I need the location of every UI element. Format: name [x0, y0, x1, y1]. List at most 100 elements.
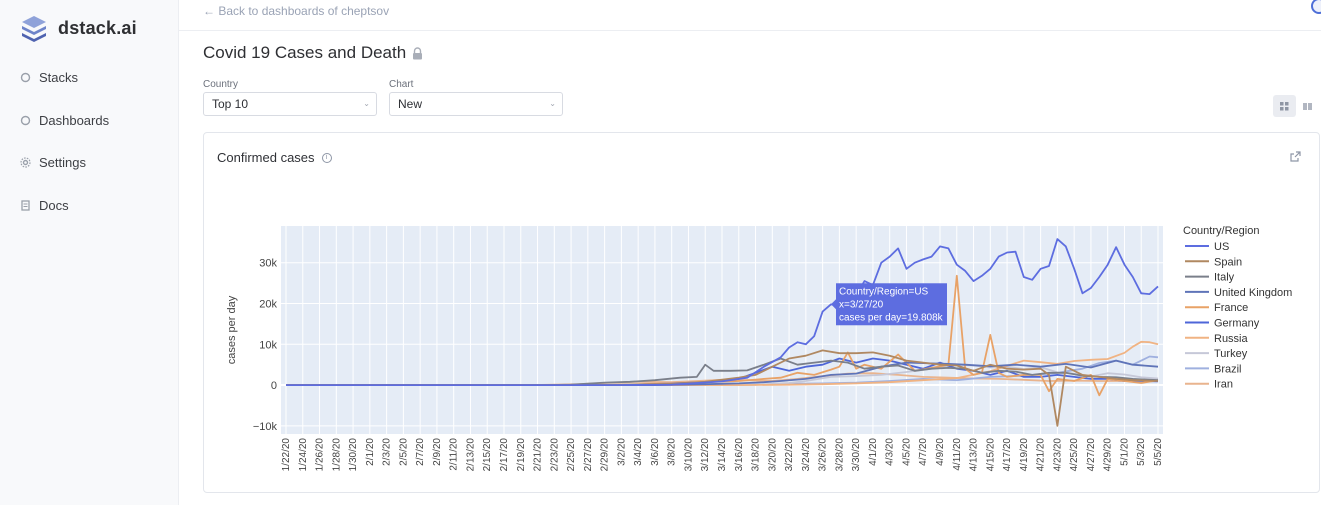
- chart-card: Confirmed cases i −10k 0 10k 20k 30k 1/22/20 1…: [203, 132, 1320, 493]
- x-tick-label: 5/5/20: [1153, 438, 1164, 466]
- logo-text: dstack.ai: [58, 17, 137, 38]
- x-tick-label: 3/4/20: [633, 438, 644, 466]
- topbar: ← Back to dashboards of cheptsov: [179, 0, 1321, 31]
- line-chart[interactable]: −10k 0 10k 20k 30k 1/22/20 1/24/20 1/26/20 1/28/…: [204, 133, 1319, 492]
- country-label: Country: [203, 79, 239, 90]
- logo-icon: [22, 16, 46, 42]
- legend-title: Country/Region: [1183, 225, 1259, 237]
- back-link[interactable]: ← Back to dashboards of cheptsov: [203, 4, 390, 18]
- x-tick-label: 4/11/20: [952, 438, 963, 471]
- tooltip-line: x=3/27/20: [839, 299, 884, 310]
- x-tick-label: 2/1/20: [365, 438, 376, 466]
- series-line-us: [286, 238, 1159, 387]
- x-tick-label: 3/2/20: [616, 438, 627, 466]
- tooltip-pointer: [831, 299, 836, 310]
- country-select[interactable]: Top 10 ⌄: [203, 92, 377, 116]
- x-tick-label: 4/1/20: [868, 438, 879, 466]
- info-icon[interactable]: i: [321, 152, 332, 163]
- x-tick-label: 2/27/20: [583, 438, 594, 472]
- x-tick-label: 4/5/20: [901, 438, 912, 466]
- card-title-text: Confirmed cases: [217, 150, 315, 165]
- x-tick-label: 2/23/20: [549, 438, 560, 472]
- y-tick-label: −10k: [253, 421, 278, 433]
- x-tick-label: 5/1/20: [1119, 438, 1130, 466]
- x-tick-label: 2/11/20: [449, 438, 460, 471]
- x-tick-label: 1/24/20: [298, 438, 309, 472]
- legend-label: Russia: [1214, 333, 1249, 345]
- x-tick-label: 5/3/20: [1136, 438, 1147, 466]
- sidebar-item-label: Stacks: [39, 70, 79, 85]
- x-tick-label: 2/13/20: [465, 438, 476, 472]
- x-tick-label: 3/14/20: [717, 438, 728, 472]
- x-tick-label: 4/17/20: [1002, 438, 1013, 472]
- x-tick-label: 2/19/20: [516, 438, 527, 472]
- sidebar-item-stacks[interactable]: Stacks: [20, 70, 78, 85]
- series-line-france: [286, 274, 1159, 397]
- x-tick-label: 3/22/20: [784, 438, 795, 472]
- card-title: Confirmed cases i: [217, 150, 332, 165]
- legend-label: Italy: [1214, 272, 1235, 284]
- legend-label: Iran: [1214, 379, 1233, 391]
- chevron-down-icon: ⌄: [363, 99, 370, 108]
- sidebar: dstack.ai Stacks Dashboards Settings Doc…: [0, 0, 179, 505]
- wide-view-button[interactable]: [1296, 95, 1319, 117]
- x-tick-label: 2/17/20: [499, 438, 510, 472]
- chart-label: Chart: [389, 79, 414, 90]
- x-tick-label: 4/21/20: [1036, 438, 1047, 472]
- y-tick-label: 0: [271, 380, 277, 392]
- series-line-italy: [286, 357, 1159, 387]
- legend-label: United Kingdom: [1214, 287, 1292, 299]
- x-tick-label: 4/3/20: [885, 438, 896, 466]
- x-tick-label: 2/9/20: [432, 438, 443, 466]
- legend-label: Turkey: [1214, 348, 1248, 360]
- x-tick-label: 3/30/20: [851, 438, 862, 472]
- legend-label: Brazil: [1214, 363, 1242, 375]
- gear-icon: [20, 157, 31, 168]
- x-tick-label: 1/30/20: [348, 438, 359, 472]
- legend-label: France: [1214, 302, 1248, 314]
- sidebar-item-label: Settings: [39, 155, 86, 170]
- y-tick-label: 30k: [259, 258, 277, 270]
- y-tick-label: 20k: [259, 298, 277, 310]
- x-tick-label: 2/7/20: [415, 438, 426, 466]
- x-tick-label: 3/10/20: [683, 438, 694, 472]
- grid-view-button[interactable]: [1273, 95, 1296, 117]
- columns-icon: [1303, 102, 1312, 110]
- sidebar-item-label: Docs: [39, 198, 69, 213]
- x-tick-label: 4/7/20: [918, 438, 929, 466]
- view-toggle: [1273, 95, 1319, 117]
- x-tick-label: 1/28/20: [331, 438, 342, 472]
- tooltip-line: cases per day=19.808k: [839, 312, 944, 323]
- chart-select-value: New: [398, 97, 423, 111]
- x-tick-label: 2/25/20: [566, 438, 577, 472]
- page-title: Covid 19 Cases and Death: [203, 43, 423, 63]
- x-tick-label: 2/3/20: [382, 438, 393, 466]
- x-tick-label: 3/28/20: [834, 438, 845, 472]
- chart-select[interactable]: New ⌄: [389, 92, 563, 116]
- x-tick-label: 2/5/20: [398, 438, 409, 466]
- document-icon: [20, 200, 31, 211]
- sidebar-item-docs[interactable]: Docs: [20, 198, 69, 213]
- logo[interactable]: dstack.ai: [19, 14, 137, 42]
- x-tick-label: 2/21/20: [533, 438, 544, 472]
- x-tick-label: 3/6/20: [650, 438, 661, 466]
- y-axis-title: cases per day: [226, 295, 238, 364]
- sidebar-item-dashboards[interactable]: Dashboards: [20, 113, 109, 128]
- x-tick-label: 3/18/20: [751, 438, 762, 472]
- x-tick-label: 4/13/20: [969, 438, 980, 472]
- x-tick-label: 1/22/20: [281, 438, 292, 472]
- x-tick-label: 3/16/20: [734, 438, 745, 472]
- x-tick-label: 2/15/20: [482, 438, 493, 472]
- chevron-down-icon: ⌄: [549, 99, 556, 108]
- y-tick-label: 10k: [259, 339, 277, 351]
- x-tick-label: 4/25/20: [1069, 438, 1080, 472]
- sidebar-item-settings[interactable]: Settings: [20, 155, 86, 170]
- series-line-spain: [286, 349, 1159, 427]
- tooltip-line: Country/Region=US: [839, 286, 929, 297]
- page-title-text: Covid 19 Cases and Death: [203, 43, 407, 62]
- avatar[interactable]: [1311, 0, 1321, 14]
- external-link-icon[interactable]: [1290, 151, 1301, 162]
- x-tick-label: 4/9/20: [935, 438, 946, 466]
- sidebar-item-label: Dashboards: [39, 113, 110, 128]
- stack-icon: [20, 72, 31, 83]
